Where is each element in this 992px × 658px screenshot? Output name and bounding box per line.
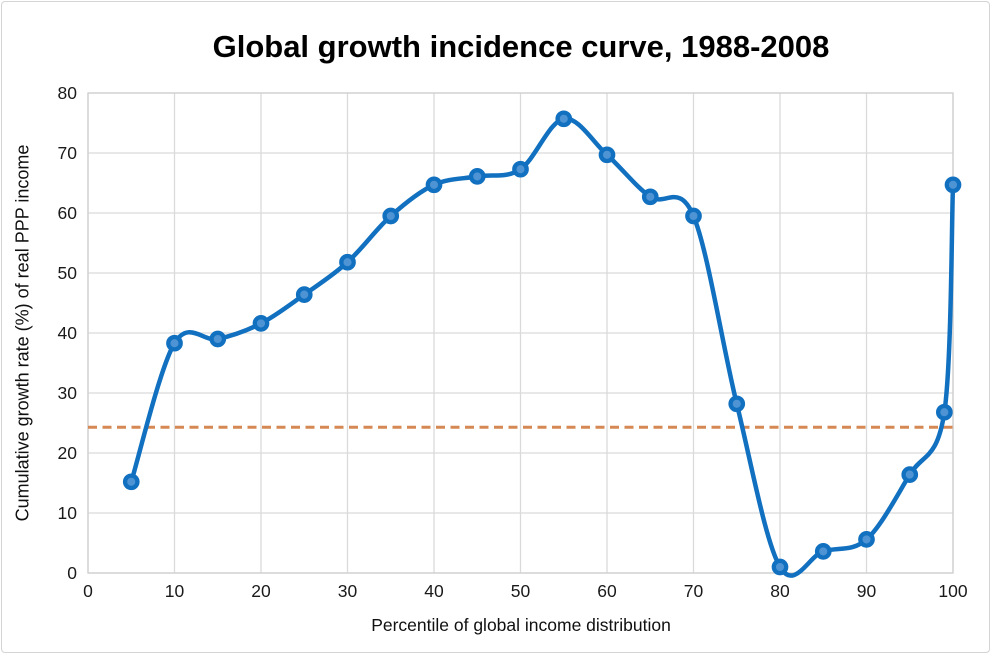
y-tick-label: 70 xyxy=(58,143,78,163)
x-tick-label: 40 xyxy=(424,581,444,601)
y-tick-label: 20 xyxy=(58,443,78,463)
y-tick-label: 0 xyxy=(67,563,77,583)
y-tick-label: 50 xyxy=(58,263,78,283)
data-point-marker xyxy=(944,176,962,194)
data-point-marker xyxy=(122,473,140,491)
x-tick-label: 50 xyxy=(511,581,531,601)
y-tick-label: 80 xyxy=(58,83,78,103)
data-point-marker xyxy=(468,168,486,185)
data-point-marker xyxy=(425,176,443,194)
data-point-marker xyxy=(339,253,356,271)
x-axis-label: Percentile of global income distribution xyxy=(371,615,671,635)
data-point-marker xyxy=(901,466,919,483)
data-point-marker xyxy=(771,558,789,576)
x-tick-label: 80 xyxy=(770,581,790,601)
plot-border xyxy=(87,92,954,574)
data-point-marker xyxy=(295,286,313,303)
y-axis-label: Cumulative growth rate (%) of real PPP i… xyxy=(12,144,33,522)
x-tick-label: 90 xyxy=(857,581,877,601)
x-tick-label: 30 xyxy=(338,581,358,601)
x-tick-label: 100 xyxy=(938,581,967,601)
data-point-marker xyxy=(166,334,183,352)
data-point-marker xyxy=(252,315,270,332)
data-point-marker xyxy=(382,207,400,225)
y-tick-label: 30 xyxy=(58,383,78,403)
growth-curve-line xyxy=(129,116,956,578)
data-point-marker xyxy=(935,403,953,421)
y-tick-label: 40 xyxy=(58,323,78,343)
chart-title: Global growth incidence curve, 1988-2008 xyxy=(212,29,830,64)
y-tick-label: 60 xyxy=(58,203,78,223)
x-tick-label: 60 xyxy=(597,581,617,601)
x-tick-label: 10 xyxy=(165,581,185,601)
data-point-marker xyxy=(858,531,875,548)
data-point-marker xyxy=(641,188,659,206)
y-tick-label: 10 xyxy=(58,503,78,523)
data-point-marker xyxy=(512,160,529,178)
data-point-marker xyxy=(598,146,616,164)
x-tick-label: 0 xyxy=(83,581,93,601)
data-point-marker xyxy=(728,395,746,413)
data-point-marker xyxy=(814,543,832,560)
data-point-marker xyxy=(555,110,573,128)
data-point-marker xyxy=(209,330,227,348)
x-tick-label: 70 xyxy=(684,581,704,601)
data-point-marker xyxy=(685,207,702,225)
x-tick-label: 20 xyxy=(251,581,271,601)
